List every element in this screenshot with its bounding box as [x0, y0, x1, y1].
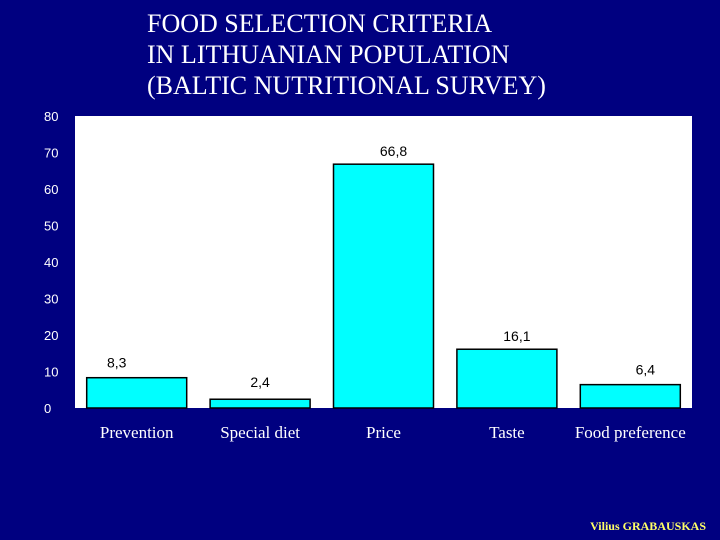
- data-label: 8,3: [107, 355, 127, 371]
- y-tick-label: 10: [44, 365, 58, 380]
- y-tick-label: 40: [44, 255, 58, 270]
- x-axis-labels: Prevention Special diet Price Taste Food pre…: [100, 423, 686, 442]
- y-tick-label: 50: [44, 219, 58, 234]
- title-line-3: (BALTIC NUTRITIONAL SURVEY): [147, 71, 546, 100]
- x-category-label: Price: [366, 423, 401, 442]
- data-label: 2,4: [250, 374, 270, 390]
- x-category-label: Taste: [489, 423, 525, 442]
- bars-group: [85, 163, 682, 409]
- x-category-label: Food preference: [575, 423, 686, 442]
- title-line-2: IN LITHUANIAN POPULATION: [147, 40, 510, 69]
- y-axis: 0 10 20 30 40 50 60 70 80: [44, 109, 58, 416]
- y-tick-label: 30: [44, 292, 58, 307]
- x-category-label: Special diet: [220, 423, 300, 442]
- title-line-1: FOOD SELECTION CRITERIA: [147, 9, 493, 38]
- data-label: 6,4: [636, 362, 656, 378]
- y-tick-label: 20: [44, 328, 58, 343]
- bar: [332, 163, 435, 409]
- bar: [209, 398, 311, 409]
- y-tick-label: 0: [44, 401, 51, 416]
- y-tick-label: 80: [44, 109, 58, 124]
- data-label: 66,8: [380, 143, 407, 159]
- chart-title: FOOD SELECTION CRITERIA IN LITHUANIAN PO…: [147, 8, 546, 101]
- y-tick-label: 60: [44, 182, 58, 197]
- x-category-label: Prevention: [100, 423, 174, 442]
- bar: [579, 383, 682, 409]
- bar: [456, 348, 558, 409]
- y-tick-label: 70: [44, 146, 58, 161]
- author-credit: Vilius GRABAUSKAS: [590, 519, 706, 533]
- bar: [85, 376, 188, 409]
- data-label: 16,1: [503, 328, 530, 344]
- data-labels-group: 8,3 2,4 66,8 16,1 6,4: [107, 143, 655, 390]
